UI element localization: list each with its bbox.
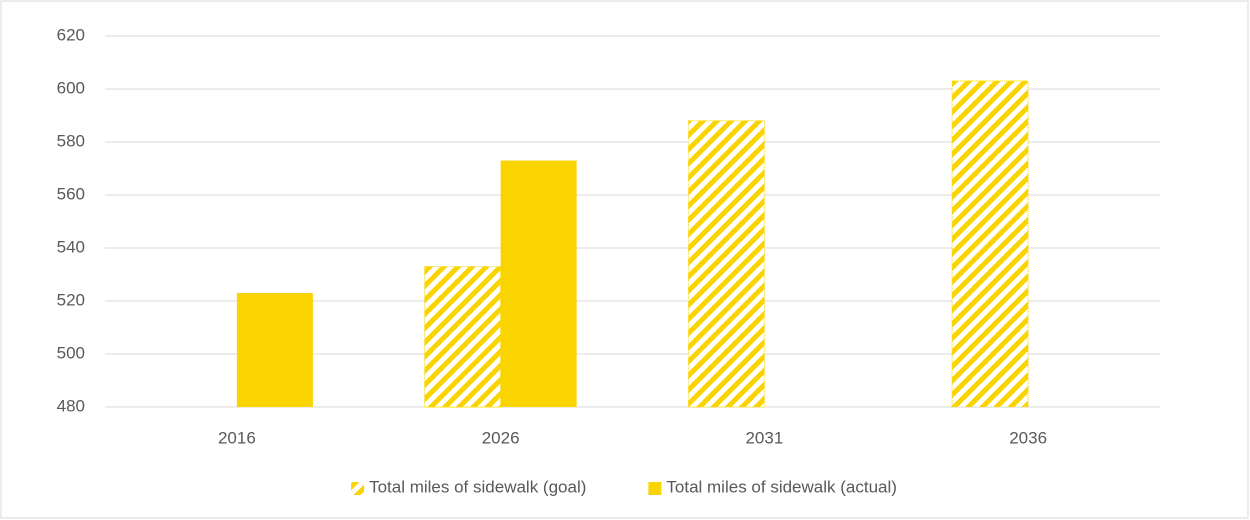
legend-label: Total miles of sidewalk (actual) — [666, 477, 897, 496]
legend-swatch — [351, 482, 365, 495]
y-tick-label: 620 — [57, 25, 85, 44]
bar — [500, 160, 577, 407]
y-tick-label: 500 — [57, 343, 85, 362]
x-tick-label: 2026 — [482, 428, 520, 447]
y-tick-label: 540 — [57, 237, 85, 256]
y-tick-label: 560 — [57, 184, 85, 203]
x-tick-label: 2036 — [1009, 428, 1047, 447]
bar — [236, 293, 313, 407]
x-tick-label: 2031 — [745, 428, 783, 447]
y-tick-label: 580 — [57, 131, 85, 150]
legend-swatch — [648, 482, 662, 495]
legend-label: Total miles of sidewalk (goal) — [369, 477, 586, 496]
x-tick-label: 2016 — [218, 428, 256, 447]
y-tick-label: 600 — [57, 78, 85, 97]
bar — [424, 266, 502, 408]
bar — [951, 80, 1029, 408]
y-tick-label: 520 — [57, 290, 85, 309]
y-tick-label: 480 — [57, 396, 85, 415]
bar — [687, 120, 765, 408]
